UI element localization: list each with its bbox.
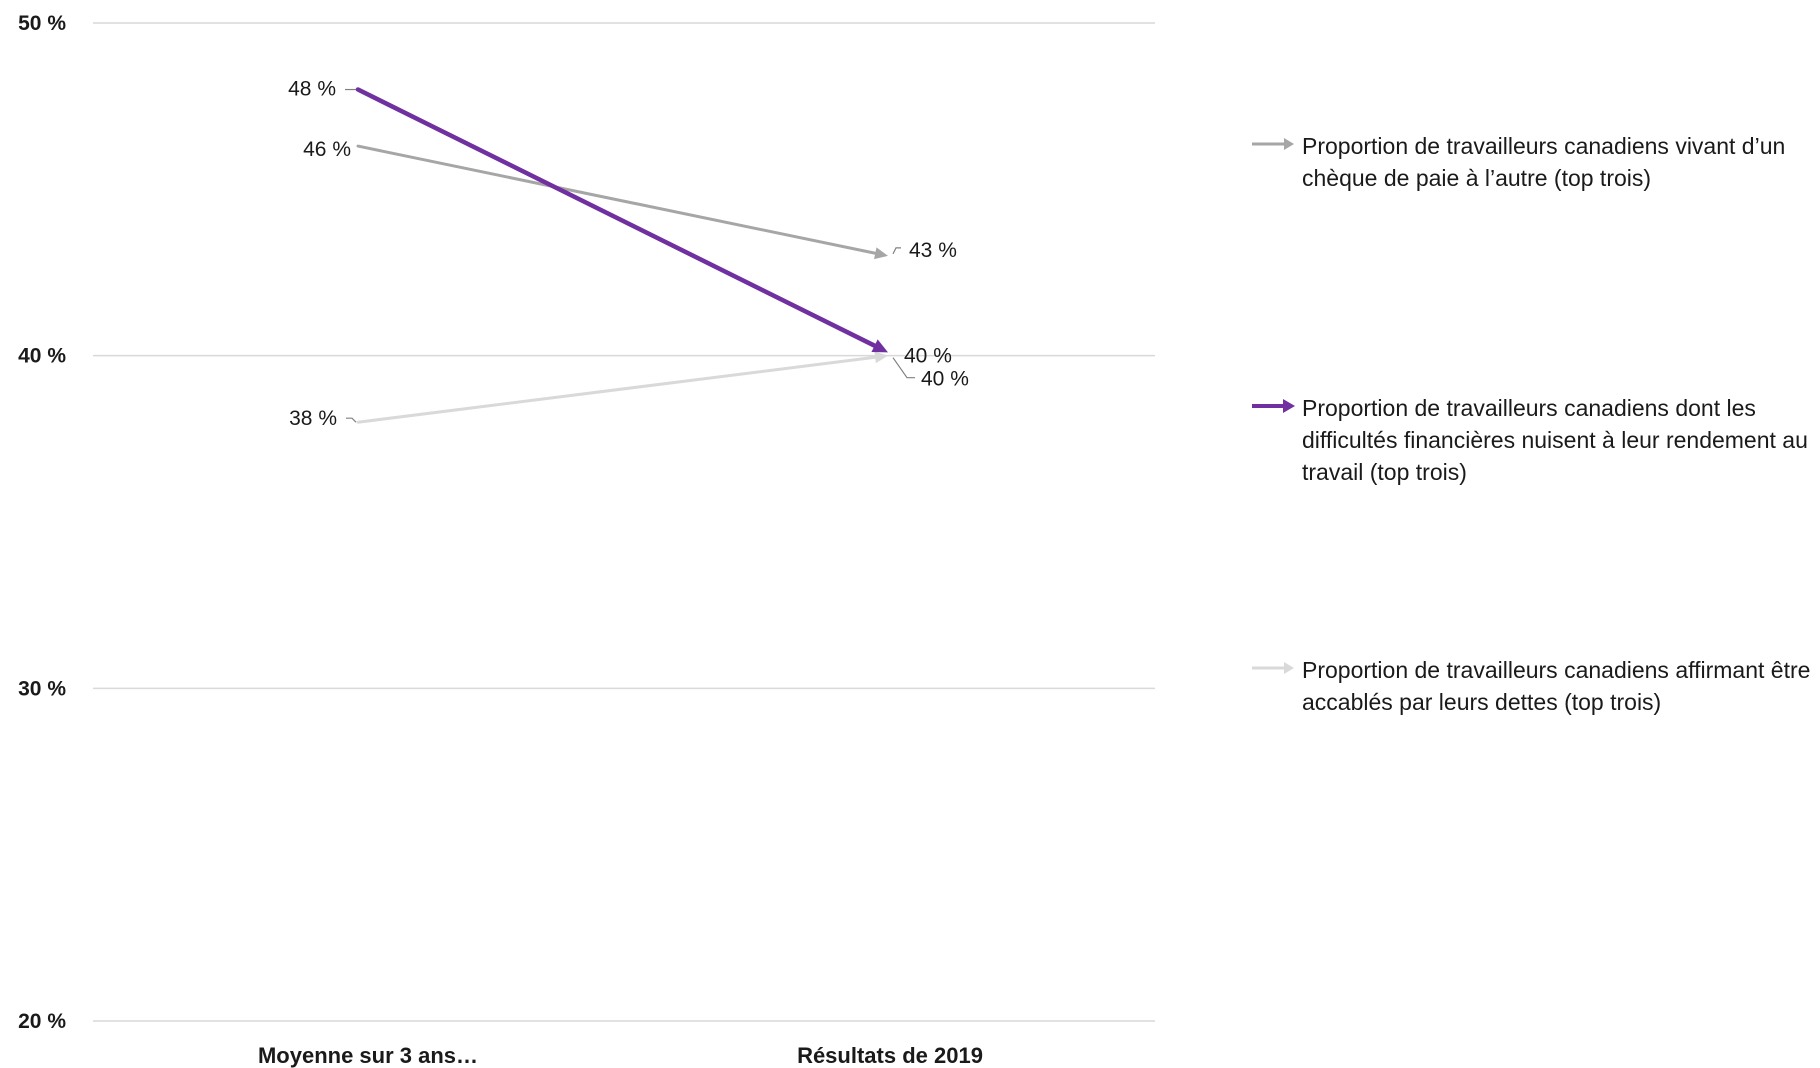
legend-label: Proportion de travailleurs canadiens viv…: [1302, 133, 1786, 191]
x-tick-label: Résultats de 2019: [797, 1043, 983, 1068]
legend-label: Proportion de travailleurs canadiens don…: [1302, 395, 1808, 485]
series-line: [356, 144, 877, 255]
data-label: 48 %: [288, 78, 336, 101]
y-tick-label: 30 %: [18, 677, 66, 700]
x-axis: Moyenne sur 3 ans… Résultats de 2019: [258, 1043, 983, 1068]
arrow-line-icon: [1252, 138, 1294, 150]
data-labels: 46 % 43 % 48 % 40 % 38 % 40 %: [288, 78, 969, 431]
y-axis: 50 % 40 % 30 % 20 %: [18, 12, 66, 1033]
series-line: [355, 87, 877, 348]
series-arrowhead: [874, 247, 888, 260]
series-arrowhead: [871, 339, 888, 353]
y-tick-label: 20 %: [18, 1010, 66, 1033]
y-tick-label: 50 %: [18, 12, 66, 35]
label-leaders: [345, 88, 915, 423]
leader-line: [346, 417, 357, 423]
data-label: 46 %: [303, 138, 351, 161]
data-label: 38 %: [289, 407, 337, 430]
x-tick-label: Moyenne sur 3 ans…: [258, 1043, 478, 1068]
arrow-line-icon: [1252, 399, 1295, 413]
y-tick-label: 40 %: [18, 345, 66, 368]
legend-label: Proportion de travailleurs canadiens aff…: [1302, 657, 1811, 715]
data-label: 40 %: [904, 344, 952, 367]
series-lines: [355, 87, 888, 424]
series-arrowhead: [874, 351, 888, 364]
gridlines: [93, 22, 1155, 1022]
leader-line: [892, 247, 901, 255]
leader-line: [892, 357, 915, 379]
data-label: 40 %: [921, 368, 969, 391]
data-label: 43 %: [909, 239, 957, 262]
series-line: [356, 355, 877, 424]
arrow-line-icon: [1252, 662, 1294, 674]
